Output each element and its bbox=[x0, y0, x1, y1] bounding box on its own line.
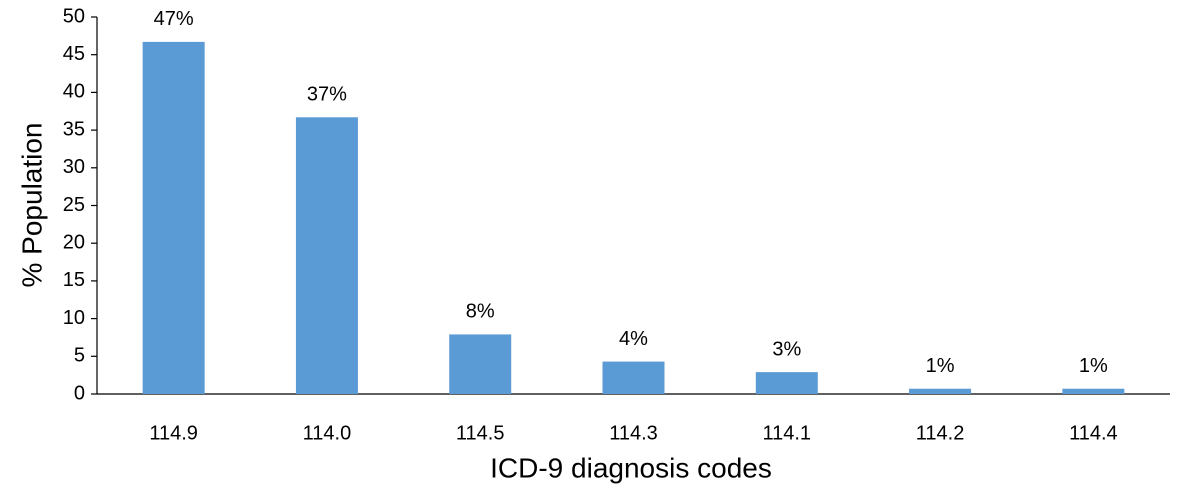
y-tick-label: 30 bbox=[63, 156, 85, 178]
value-label: 8% bbox=[466, 301, 495, 323]
value-label: 3% bbox=[772, 338, 801, 360]
bar bbox=[142, 41, 205, 395]
bar bbox=[1062, 388, 1125, 394]
bar bbox=[909, 388, 972, 394]
y-tick-label: 0 bbox=[74, 382, 85, 404]
y-tick-label: 35 bbox=[63, 118, 85, 140]
value-label: 1% bbox=[926, 355, 955, 377]
x-tick-label: 114.3 bbox=[609, 422, 658, 444]
bar bbox=[295, 117, 358, 395]
value-label: 37% bbox=[307, 84, 347, 106]
y-tick-label: 50 bbox=[63, 5, 85, 27]
x-tick-label: 114.0 bbox=[303, 422, 352, 444]
y-tick-label: 5 bbox=[74, 345, 85, 367]
bar bbox=[449, 334, 512, 394]
value-label: 4% bbox=[619, 328, 648, 350]
x-tick-label: 114.9 bbox=[149, 422, 198, 444]
x-tick-label: 114.5 bbox=[456, 422, 505, 444]
y-tick-label: 20 bbox=[63, 231, 85, 253]
x-tick-label: 114.1 bbox=[762, 422, 811, 444]
x-axis-title: ICD-9 diagnosis codes bbox=[490, 452, 772, 483]
x-tick-label: 114.4 bbox=[1069, 422, 1118, 444]
bar bbox=[602, 361, 665, 394]
value-label: 1% bbox=[1079, 355, 1108, 377]
y-tick-label: 10 bbox=[63, 307, 85, 329]
y-axis-title: % Population bbox=[16, 122, 47, 287]
x-tick-label: 114.2 bbox=[916, 422, 965, 444]
y-tick-label: 40 bbox=[63, 81, 85, 103]
y-tick-label: 15 bbox=[63, 269, 85, 291]
bar bbox=[755, 372, 818, 394]
value-label: 47% bbox=[154, 8, 194, 30]
y-tick-label: 45 bbox=[63, 43, 85, 65]
y-tick-label: 25 bbox=[63, 194, 85, 216]
